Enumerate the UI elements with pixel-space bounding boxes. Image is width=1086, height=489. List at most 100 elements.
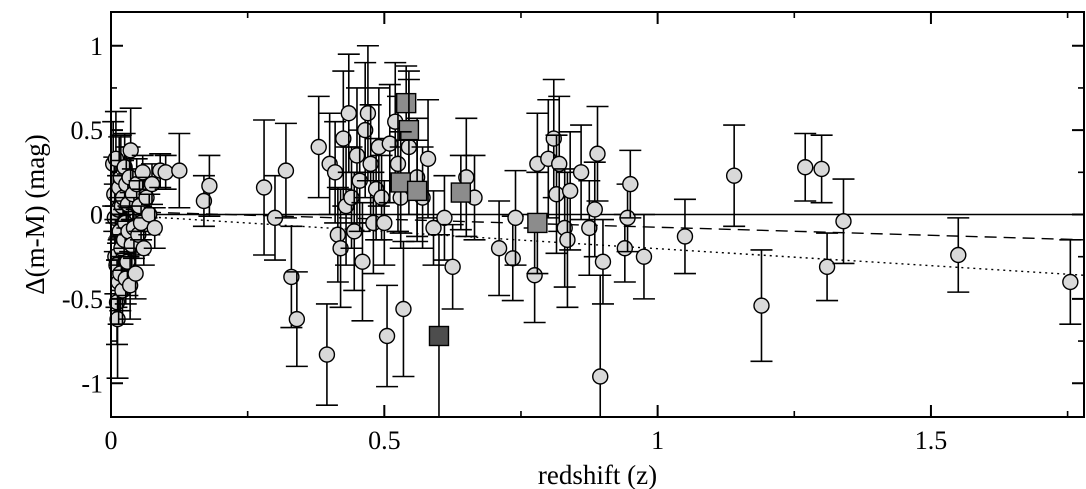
data-point-circle xyxy=(589,274,612,417)
circle-marker xyxy=(813,160,830,178)
circle-marker xyxy=(592,368,609,385)
circle-marker xyxy=(589,145,606,162)
data-point-circle xyxy=(542,78,565,199)
circle-marker xyxy=(348,147,366,164)
circle-marker xyxy=(146,219,163,237)
data-point-circle xyxy=(378,83,401,204)
circle-marker xyxy=(310,138,327,156)
circle-marker xyxy=(725,167,743,184)
circle-marker xyxy=(356,121,374,139)
square-marker xyxy=(406,180,428,202)
axes: 0 0.5 1 1.5 -1 -0.5 0 0.5 1 xyxy=(62,12,1084,455)
data-point-circle xyxy=(274,122,297,219)
data-point-circle xyxy=(154,154,177,190)
data-point-circle xyxy=(168,132,191,209)
circle-marker xyxy=(283,268,300,286)
circle-marker xyxy=(548,186,565,203)
circle-marker xyxy=(340,105,357,122)
circle-marker xyxy=(818,258,836,276)
data-point-square xyxy=(449,154,472,231)
circle-marker xyxy=(561,182,579,200)
circle-marker xyxy=(201,177,218,195)
circle-marker xyxy=(797,159,814,176)
circle-marker xyxy=(490,240,508,257)
data-point-circle xyxy=(750,249,773,363)
data-point-circle xyxy=(794,132,817,202)
data-point-circle xyxy=(591,218,614,305)
data-point-circle xyxy=(422,190,445,266)
data-point-circle xyxy=(673,198,696,275)
circle-marker xyxy=(635,248,653,265)
data-point-circle xyxy=(501,215,524,302)
data-point-circle xyxy=(376,284,399,388)
circle-marker xyxy=(581,219,598,237)
data-point-circle xyxy=(386,95,409,233)
data-point-circle xyxy=(578,179,601,277)
circle-marker xyxy=(622,175,639,193)
y-tick-label: 0.5 xyxy=(71,116,104,145)
circle-marker xyxy=(255,179,273,196)
circle-marker xyxy=(572,164,590,181)
data-point-circle xyxy=(285,271,308,368)
data-point-circle xyxy=(354,61,377,199)
data-point-circle xyxy=(559,131,582,251)
x-tick-label: 1.5 xyxy=(915,426,948,455)
data-point-circle xyxy=(583,161,606,258)
square-marker xyxy=(395,92,417,114)
circle-marker xyxy=(753,297,770,314)
circle-marker xyxy=(376,214,393,232)
data-point-square_dark xyxy=(427,233,450,417)
data-point-square xyxy=(389,131,412,234)
circle-marker xyxy=(594,253,612,270)
data-point-circle xyxy=(1059,239,1082,325)
circle-marker xyxy=(1062,273,1079,291)
data-point-circle xyxy=(632,213,655,300)
circle-marker xyxy=(127,265,144,282)
square-marker xyxy=(527,212,548,234)
circle-marker xyxy=(559,231,576,249)
circle-marker xyxy=(277,162,295,179)
circle-marker xyxy=(171,162,188,179)
y-tick-label: 1 xyxy=(90,32,103,61)
data-point-circle xyxy=(504,169,527,266)
circle-marker xyxy=(378,327,396,345)
circle-marker xyxy=(389,155,407,173)
circle-marker xyxy=(354,253,371,270)
circle-marker xyxy=(359,105,377,122)
circle-marker xyxy=(335,130,352,147)
circle-marker xyxy=(157,164,174,181)
data-point-square xyxy=(526,171,549,275)
y-tick-label: -0.5 xyxy=(62,285,103,314)
circle-marker xyxy=(835,213,852,230)
circle-marker xyxy=(551,155,568,173)
circle-marker xyxy=(616,240,634,257)
circle-marker xyxy=(134,164,151,181)
circle-marker xyxy=(329,226,347,243)
circle-marker xyxy=(444,258,461,276)
x-tick-label: 1 xyxy=(651,426,664,455)
circle-marker xyxy=(395,300,412,318)
data-point-circle xyxy=(392,240,415,378)
square-marker xyxy=(428,325,450,347)
circle-marker xyxy=(950,246,967,264)
data-point-circle xyxy=(253,119,276,256)
circle-marker xyxy=(526,267,543,284)
data-point-circle xyxy=(816,232,839,302)
x-axis-title: redshift (z) xyxy=(538,460,657,489)
circle-marker xyxy=(676,228,694,245)
circle-marker xyxy=(122,142,139,159)
square-marker xyxy=(398,119,420,141)
x-tick-label: 0.5 xyxy=(368,426,401,455)
data-point-circle xyxy=(488,200,511,297)
square-marker xyxy=(450,182,472,203)
circle-marker xyxy=(436,209,453,227)
data-point-circle xyxy=(373,179,396,266)
data-point-circle xyxy=(619,149,642,219)
data-point-circle xyxy=(548,95,571,233)
circle-marker xyxy=(288,310,306,328)
data-point-circle xyxy=(307,95,330,199)
data-point-circle xyxy=(417,98,440,219)
data-point-circle xyxy=(523,227,546,324)
y-tick-label: 0 xyxy=(90,201,103,230)
